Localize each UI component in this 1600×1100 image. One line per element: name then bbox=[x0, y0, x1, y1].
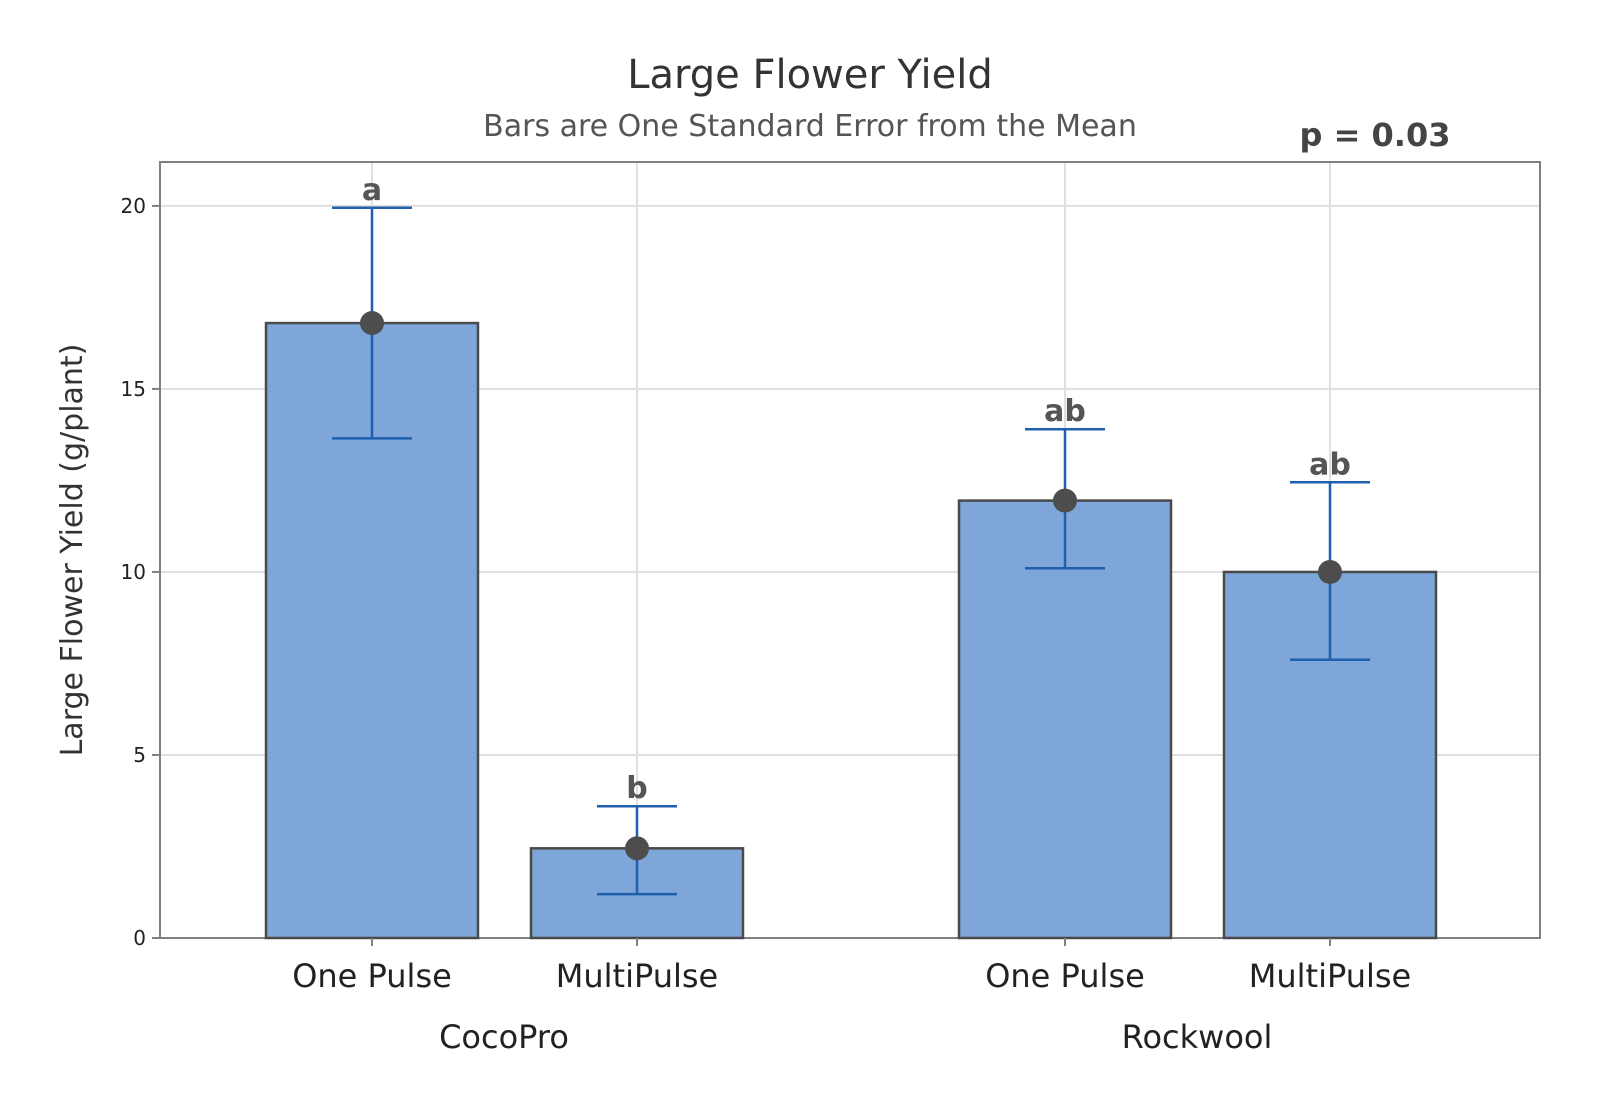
plot-frame bbox=[159, 161, 1541, 939]
y-tick-label: 10 bbox=[121, 560, 146, 584]
significance-letter: b bbox=[626, 771, 647, 806]
p-value-annotation: p = 0.03 bbox=[1300, 116, 1451, 154]
y-axis-label: Large Flower Yield (g/plant) bbox=[55, 344, 90, 757]
significance-letter: ab bbox=[1309, 447, 1351, 482]
y-tick-label: 20 bbox=[121, 194, 146, 218]
chart-title: Large Flower Yield bbox=[627, 52, 993, 98]
bar bbox=[957, 499, 1173, 940]
y-tick-label: 5 bbox=[133, 743, 146, 767]
x-tick-label: One Pulse bbox=[985, 957, 1145, 995]
group-label: Rockwool bbox=[1122, 1018, 1273, 1056]
significance-letter: a bbox=[362, 173, 382, 208]
chart-subtitle: Bars are One Standard Error from the Mea… bbox=[483, 109, 1137, 144]
mean-point bbox=[360, 311, 384, 336]
mean-point bbox=[1318, 559, 1342, 584]
y-tick-label: 0 bbox=[133, 926, 146, 950]
mean-point bbox=[1053, 488, 1077, 513]
mean-point bbox=[625, 836, 649, 861]
x-tick-label: MultiPulse bbox=[1249, 957, 1411, 995]
group-label: CocoPro bbox=[439, 1018, 569, 1056]
y-tick-label: 15 bbox=[121, 377, 146, 401]
x-tick-label: MultiPulse bbox=[556, 957, 718, 995]
significance-letter: ab bbox=[1044, 394, 1086, 429]
plot-area: 0 5 10 15 20 a One Pulse b MultiPulse ab One Pulse… bbox=[121, 161, 1541, 1056]
x-tick-label: One Pulse bbox=[292, 957, 452, 995]
